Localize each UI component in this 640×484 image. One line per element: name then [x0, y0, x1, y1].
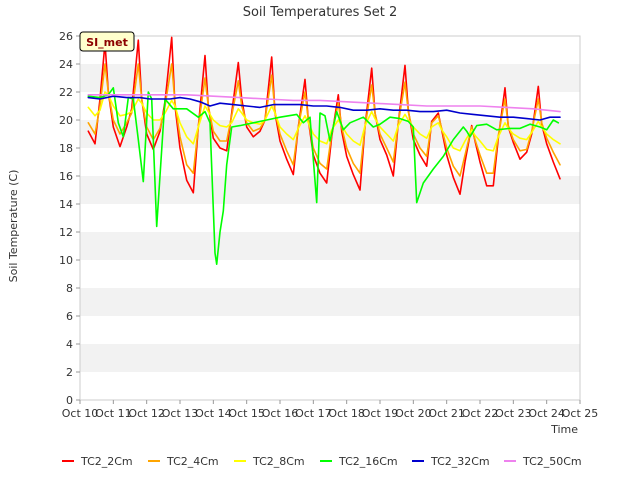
y-tick-label: 10	[59, 254, 73, 267]
grid-band	[80, 344, 580, 372]
y-tick-label: 6	[66, 310, 73, 323]
y-tick-label: 24	[59, 58, 73, 71]
legend-label: TC2_50Cm	[522, 455, 582, 468]
y-tick-label: 26	[59, 30, 73, 43]
x-tick-label: Oct 24	[528, 407, 565, 420]
series-line-tc2-50cm	[87, 94, 561, 113]
series-line-tc2-2cm	[87, 36, 561, 195]
x-tick-label: Oct 16	[262, 407, 299, 420]
legend-label: TC2_8Cm	[252, 455, 305, 468]
x-tick-label: Oct 12	[128, 407, 165, 420]
x-tick-label: Oct 11	[95, 407, 132, 420]
plot-frame	[79, 35, 581, 401]
x-tick-label: Oct 18	[328, 407, 365, 420]
y-tick-label: 0	[66, 394, 73, 407]
x-tick-label: Oct 22	[462, 407, 499, 420]
x-axis-label: Time	[550, 423, 578, 436]
y-tick-label: 18	[59, 142, 73, 155]
x-tick-label: Oct 15	[228, 407, 265, 420]
y-tick-label: 4	[66, 338, 73, 351]
legend-label: TC2_16Cm	[338, 455, 398, 468]
legend-label: TC2_32Cm	[430, 455, 490, 468]
site-badge: SI_met	[79, 31, 135, 52]
y-tick-label: 2	[66, 366, 73, 379]
y-tick-label: 20	[59, 114, 73, 127]
y-tick-label: 12	[59, 226, 73, 239]
y-tick-label: 14	[59, 198, 73, 211]
grid-band	[80, 64, 580, 92]
x-tick-label: Oct 19	[362, 407, 399, 420]
x-tick-label: Oct 13	[162, 407, 199, 420]
y-tick-label: 22	[59, 86, 73, 99]
x-tick-label: Oct 17	[295, 407, 332, 420]
x-tick-label: Oct 25	[562, 407, 599, 420]
legend: TC2_2Cm TC2_4Cm TC2_8Cm TC2_16Cm TC2_32Cm TC2…	[62, 455, 582, 468]
x-tick-label: Oct 21	[428, 407, 465, 420]
series-layer	[87, 36, 561, 266]
series-line-tc2-32cm	[87, 95, 561, 121]
y-tick-label: 16	[59, 170, 73, 183]
grid-band	[80, 176, 580, 204]
grid-band	[80, 288, 580, 316]
series-line-tc2-8cm	[87, 91, 561, 152]
grid-bands	[80, 64, 580, 372]
y-tick-label: 8	[66, 282, 73, 295]
site-badge-box	[79, 31, 135, 52]
site-badge-label: SI_met	[86, 36, 128, 49]
grid-band	[80, 232, 580, 260]
chart-title: Soil Temperatures Set 2	[243, 5, 398, 20]
y-axis-label: Soil Temperature (C)	[7, 170, 20, 283]
x-tick-label: Oct 14	[195, 407, 232, 420]
x-tick-label: Oct 10	[62, 407, 99, 420]
legend-label: TC2_2Cm	[80, 455, 133, 468]
x-tick-label: Oct 23	[495, 407, 532, 420]
x-tick-label: Oct 20	[395, 407, 432, 420]
legend-label: TC2_4Cm	[166, 455, 219, 468]
